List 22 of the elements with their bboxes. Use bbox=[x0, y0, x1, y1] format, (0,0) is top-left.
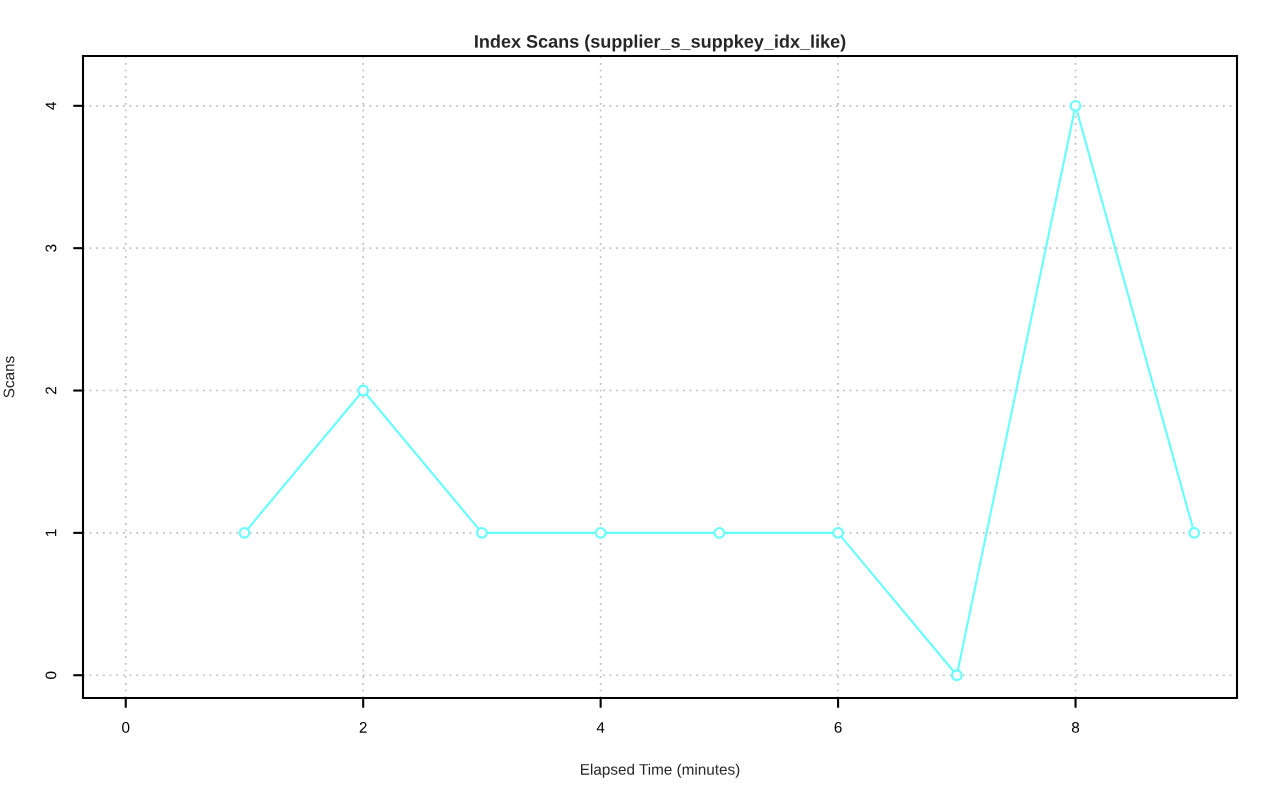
point bbox=[476, 526, 488, 539]
y-tick-label: 4 bbox=[45, 102, 57, 110]
point bbox=[357, 384, 370, 397]
chart-title: Index Scans (supplier_s_suppkey_idx_like) bbox=[475, 34, 846, 52]
point bbox=[1188, 526, 1201, 539]
y-tick-label: 1 bbox=[45, 529, 57, 536]
point bbox=[832, 526, 844, 539]
y-axis-title: Scans bbox=[3, 356, 15, 398]
x-tick-label: 6 bbox=[834, 722, 842, 733]
x-tick-label: 8 bbox=[1071, 722, 1080, 733]
x-axis-title: Elapsed Time (minutes) bbox=[581, 763, 740, 778]
point bbox=[713, 526, 726, 539]
x-tick-label: 2 bbox=[359, 722, 367, 733]
y-tick-label: 3 bbox=[45, 244, 57, 252]
point bbox=[1069, 99, 1082, 112]
x-tick-label: 0 bbox=[122, 722, 130, 733]
x-tick-label: 4 bbox=[596, 722, 605, 733]
y-tick-label: 2 bbox=[45, 387, 57, 394]
point bbox=[950, 669, 963, 682]
point bbox=[594, 526, 607, 539]
point bbox=[238, 526, 251, 539]
y-tick-label: 0 bbox=[45, 671, 57, 679]
